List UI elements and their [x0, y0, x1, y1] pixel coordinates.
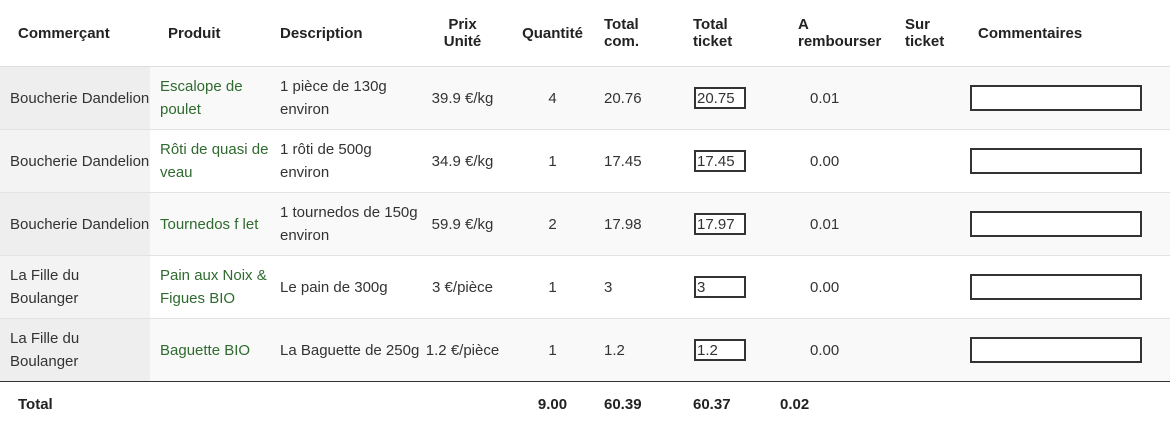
description-cell: 1 tournedos de 150g environ: [270, 193, 420, 256]
table-row: La Fille du Boulanger Baguette BIO La Ba…: [0, 319, 1170, 382]
refund-cell: 0.01: [780, 193, 883, 256]
total-order-cell: 17.98: [600, 193, 692, 256]
product-cell: Pain aux Noix & Figues BIO: [150, 256, 270, 319]
comment-cell: [968, 193, 1170, 256]
description-cell: 1 pièce de 130g environ: [270, 67, 420, 130]
on-ticket-cell: [883, 319, 968, 382]
table-row: La Fille du Boulanger Pain aux Noix & Fi…: [0, 256, 1170, 319]
merchant-cell: Boucherie Dandelion: [0, 130, 150, 193]
footer-quantity: 9.00: [505, 382, 600, 426]
ticket-total-cell: [692, 130, 780, 193]
comment-cell: [968, 67, 1170, 130]
total-order-cell: 20.76: [600, 67, 692, 130]
total-order-cell: 17.45: [600, 130, 692, 193]
ticket-total-cell: [692, 193, 780, 256]
header-total-order-line1: Total: [604, 16, 639, 33]
quantity-cell: 4: [505, 67, 600, 130]
table-row: Boucherie Dandelion Escalope de poulet 1…: [0, 67, 1170, 130]
unit-price-cell: 59.9 €/kg: [420, 193, 505, 256]
header-unit-price-line2: Unité: [444, 33, 482, 50]
footer-refund: 0.02: [780, 382, 883, 426]
comment-input[interactable]: [970, 211, 1142, 237]
refund-cell: 0.00: [780, 319, 883, 382]
refund-cell: 0.01: [780, 67, 883, 130]
quantity-cell: 1: [505, 256, 600, 319]
on-ticket-cell: [883, 67, 968, 130]
header-quantity: Quantité: [505, 0, 600, 67]
product-cell: Baguette BIO: [150, 319, 270, 382]
comment-input[interactable]: [970, 274, 1142, 300]
refund-cell: 0.00: [780, 130, 883, 193]
ticket-total-cell: [692, 67, 780, 130]
ticket-total-input[interactable]: [694, 150, 746, 172]
unit-price-cell: 39.9 €/kg: [420, 67, 505, 130]
header-product: Produit: [150, 0, 270, 67]
ticket-total-input[interactable]: [694, 213, 746, 235]
merchant-cell: Boucherie Dandelion: [0, 193, 150, 256]
total-order-cell: 3: [600, 256, 692, 319]
footer-total-label: Total: [0, 382, 150, 426]
product-link[interactable]: Tournedos f let: [160, 216, 258, 233]
product-link[interactable]: Pain aux Noix & Figues BIO: [160, 267, 267, 307]
header-total-order-line2: com.: [604, 33, 639, 50]
comment-cell: [968, 130, 1170, 193]
comment-cell: [968, 256, 1170, 319]
quantity-cell: 1: [505, 319, 600, 382]
on-ticket-cell: [883, 193, 968, 256]
quantity-cell: 2: [505, 193, 600, 256]
refund-cell: 0.00: [780, 256, 883, 319]
ticket-total-cell: [692, 319, 780, 382]
product-cell: Rôti de quasi de veau: [150, 130, 270, 193]
header-comments: Commentaires: [968, 0, 1170, 67]
on-ticket-cell: [883, 130, 968, 193]
comment-input[interactable]: [970, 85, 1142, 111]
comment-cell: [968, 319, 1170, 382]
comment-input[interactable]: [970, 148, 1142, 174]
header-description: Description: [270, 0, 420, 67]
ticket-total-input[interactable]: [694, 276, 746, 298]
merchant-cell: Boucherie Dandelion: [0, 67, 150, 130]
ticket-total-input[interactable]: [694, 87, 746, 109]
header-on-ticket-line2: ticket: [905, 33, 944, 50]
description-cell: La Baguette de 250g: [270, 319, 420, 382]
unit-price-cell: 1.2 €/pièce: [420, 319, 505, 382]
comment-input[interactable]: [970, 337, 1142, 363]
product-link[interactable]: Baguette BIO: [160, 342, 250, 359]
description-cell: Le pain de 300g: [270, 256, 420, 319]
merchant-cell: La Fille du Boulanger: [0, 319, 150, 382]
ticket-total-cell: [692, 256, 780, 319]
product-cell: Tournedos f let: [150, 193, 270, 256]
unit-price-cell: 3 €/pièce: [420, 256, 505, 319]
product-link[interactable]: Rôti de quasi de veau: [160, 141, 268, 181]
product-cell: Escalope de poulet: [150, 67, 270, 130]
unit-price-cell: 34.9 €/kg: [420, 130, 505, 193]
header-on-ticket-line1: Sur: [905, 16, 930, 33]
total-order-cell: 1.2: [600, 319, 692, 382]
on-ticket-cell: [883, 256, 968, 319]
header-total-ticket-line2: ticket: [693, 33, 732, 50]
header-unit-price-line1: Prix: [448, 16, 476, 33]
header-refund-line1: A: [798, 16, 809, 33]
footer-total-ticket: 60.37: [692, 382, 780, 426]
footer-total-order: 60.39: [600, 382, 692, 426]
header-refund-line2: rembourser: [798, 33, 881, 50]
product-link[interactable]: Escalope de poulet: [160, 78, 243, 118]
quantity-cell: 1: [505, 130, 600, 193]
table-row: Boucherie Dandelion Rôti de quasi de vea…: [0, 130, 1170, 193]
header-merchant: Commerçant: [0, 0, 150, 67]
ticket-total-input[interactable]: [694, 339, 746, 361]
merchant-cell: La Fille du Boulanger: [0, 256, 150, 319]
table-footer: Total 9.00 60.39 60.37 0.02: [0, 382, 1170, 426]
table-row: Boucherie Dandelion Tournedos f let 1 to…: [0, 193, 1170, 256]
table-body: Boucherie Dandelion Escalope de poulet 1…: [0, 67, 1170, 382]
description-cell: 1 rôti de 500g environ: [270, 130, 420, 193]
header-total-ticket-line1: Total: [693, 16, 728, 33]
